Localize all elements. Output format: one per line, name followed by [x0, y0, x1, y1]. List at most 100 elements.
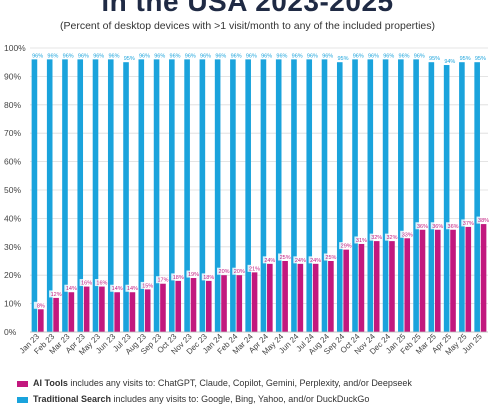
data-label-background [49, 290, 64, 298]
data-label-traditional-search: 96% [261, 53, 272, 59]
data-label-background [293, 256, 308, 264]
data-label-traditional-search: 96% [292, 53, 303, 59]
data-label-ai-tools: 8% [37, 303, 45, 309]
data-label-traditional-search: 96% [414, 53, 425, 59]
data-label-ai-tools: 14% [66, 286, 77, 292]
bar-traditional-search [214, 59, 221, 333]
data-label-background [155, 276, 170, 284]
y-tick-label: 80% [4, 100, 21, 110]
data-label-background [476, 216, 491, 224]
data-label-traditional-search: 96% [93, 53, 104, 59]
data-label-ai-tools: 16% [96, 281, 107, 287]
y-tick-label: 20% [4, 270, 21, 280]
legend-description-ai-tools: includes any visits to: ChatGPT, Claude,… [67, 378, 412, 388]
data-label-background [171, 273, 186, 281]
bar-traditional-search [321, 59, 328, 333]
data-label-ai-tools: 33% [402, 232, 413, 238]
bar-ai-tools [450, 229, 456, 332]
data-label-traditional-search: 96% [215, 53, 226, 59]
bar-traditional-search [77, 59, 84, 333]
y-tick-label: 100% [4, 43, 26, 53]
data-label-background [339, 242, 354, 250]
bar-traditional-search [382, 59, 389, 333]
data-label-traditional-search: 95% [429, 56, 440, 62]
data-label-ai-tools: 25% [280, 255, 291, 261]
bar-ai-tools [389, 241, 395, 332]
data-label-ai-tools: 32% [386, 235, 397, 241]
data-label-background [201, 273, 216, 281]
bar-chart: 0%10%20%30%40%50%60%70%80%90%100%96%8%Ja… [4, 43, 491, 357]
data-label-ai-tools: 19% [188, 272, 199, 278]
data-label-background [186, 270, 201, 278]
data-label-background [125, 284, 140, 292]
bar-traditional-search [367, 59, 374, 333]
bar-traditional-search [443, 65, 450, 332]
bar-ai-tools [312, 263, 319, 332]
data-label-background [247, 264, 262, 272]
data-label-background [262, 256, 277, 264]
bar-traditional-search [260, 59, 267, 333]
data-label-traditional-search: 96% [246, 53, 257, 59]
bar-traditional-search [46, 59, 53, 333]
data-label-traditional-search: 95% [460, 56, 471, 62]
data-label-ai-tools: 21% [249, 266, 260, 272]
data-label-ai-tools: 24% [310, 258, 321, 264]
data-label-traditional-search: 96% [139, 53, 150, 59]
data-label-ai-tools: 24% [295, 258, 306, 264]
bar-traditional-search [199, 59, 206, 333]
bar-ai-tools [190, 278, 197, 332]
bar-ai-tools [83, 286, 90, 332]
bar-ai-tools [343, 249, 349, 332]
data-label-ai-tools: 12% [51, 292, 62, 298]
bar-ai-tools [251, 272, 258, 332]
data-label-traditional-search: 96% [322, 53, 333, 59]
data-label-traditional-search: 96% [63, 53, 74, 59]
bar-ai-tools [373, 241, 380, 332]
bar-ai-tools [160, 283, 166, 332]
bar-traditional-search [413, 59, 419, 333]
data-label-traditional-search: 96% [32, 53, 43, 59]
data-label-background [94, 279, 109, 287]
data-label-background [110, 284, 125, 292]
data-label-background [323, 253, 338, 261]
data-label-ai-tools: 37% [463, 221, 474, 227]
data-label-traditional-search: 96% [47, 53, 58, 59]
data-label-ai-tools: 14% [112, 286, 123, 292]
bar-ai-tools [480, 224, 487, 332]
bar-ai-tools [114, 292, 120, 332]
bar-traditional-search [474, 62, 480, 332]
data-label-ai-tools: 29% [341, 244, 352, 250]
data-label-background [415, 222, 430, 230]
chart-title: in the USA 2023-2025 [101, 0, 394, 17]
bar-traditional-search [138, 59, 145, 333]
bar-ai-tools [358, 243, 365, 332]
bar-traditional-search [428, 62, 435, 332]
bar-ai-tools [419, 229, 426, 332]
data-label-ai-tools: 20% [219, 269, 230, 275]
data-label-background [308, 256, 323, 264]
data-label-ai-tools: 36% [448, 224, 459, 230]
bar-ai-tools [297, 263, 304, 332]
legend-name-traditional-search: Traditional Search [33, 394, 112, 404]
data-label-traditional-search: 96% [399, 53, 410, 59]
legend-swatch-ai-tools [17, 380, 28, 387]
data-label-traditional-search: 95% [337, 56, 348, 62]
data-label-background [430, 222, 445, 230]
data-label-background [369, 233, 384, 241]
data-label-background [446, 222, 461, 230]
bar-traditional-search [245, 59, 251, 333]
data-label-traditional-search: 96% [200, 53, 211, 59]
bar-ai-tools [236, 275, 243, 332]
data-label-traditional-search: 95% [475, 56, 486, 62]
bar-traditional-search [92, 59, 99, 333]
data-label-traditional-search: 96% [231, 53, 242, 59]
bar-ai-tools [144, 289, 151, 332]
legend-traditional-search: Traditional Search includes any visits t… [17, 394, 369, 404]
bar-traditional-search [184, 59, 190, 333]
data-label-ai-tools: 17% [157, 278, 168, 284]
data-label-traditional-search: 96% [383, 53, 394, 59]
data-label-background [232, 267, 247, 275]
data-label-ai-tools: 15% [142, 283, 153, 289]
data-label-ai-tools: 32% [371, 235, 382, 241]
bar-ai-tools [434, 229, 441, 332]
